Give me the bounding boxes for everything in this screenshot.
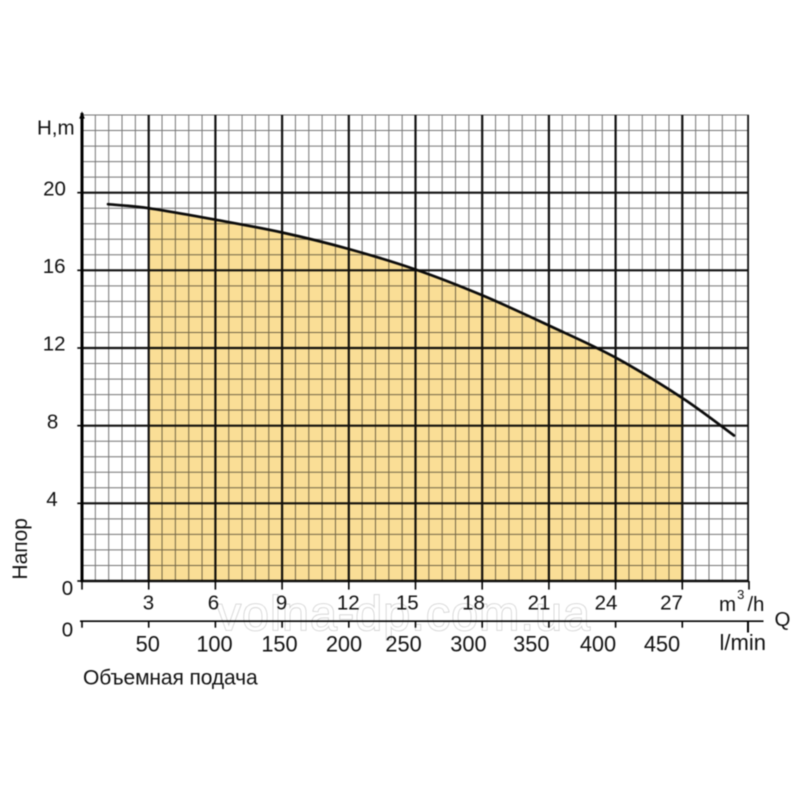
svg-text:l/min: l/min [720, 630, 766, 655]
svg-text:450: 450 [644, 631, 680, 656]
svg-text:100: 100 [196, 631, 232, 656]
svg-text:6: 6 [208, 592, 219, 615]
svg-text:16: 16 [43, 255, 66, 278]
svg-text:H,m: H,m [37, 117, 75, 140]
svg-text:0: 0 [62, 577, 73, 600]
svg-text:50: 50 [136, 631, 160, 656]
svg-text:Объемная подача: Объемная подача [83, 666, 258, 689]
svg-text:12: 12 [43, 333, 66, 356]
svg-text:300: 300 [450, 631, 486, 656]
svg-text:20: 20 [43, 177, 66, 200]
svg-text:200: 200 [326, 631, 362, 656]
svg-text:8: 8 [47, 410, 58, 433]
svg-text:21: 21 [528, 592, 551, 615]
svg-text:350: 350 [513, 631, 549, 656]
svg-text:9: 9 [276, 592, 287, 615]
svg-text:volna-dp.com.ua: volna-dp.com.ua [217, 588, 591, 641]
svg-text:400: 400 [580, 631, 616, 656]
svg-text:150: 150 [261, 631, 297, 656]
svg-text:Q: Q [775, 608, 791, 631]
svg-text:15: 15 [396, 592, 419, 615]
svg-text:27: 27 [660, 592, 683, 615]
svg-text:3: 3 [143, 592, 154, 615]
svg-text:0: 0 [62, 618, 73, 641]
svg-text:24: 24 [595, 592, 618, 615]
svg-text:12: 12 [337, 592, 360, 615]
svg-text:250: 250 [385, 631, 421, 656]
svg-text:18: 18 [462, 592, 485, 615]
svg-text:Напор: Напор [9, 518, 32, 580]
svg-text:4: 4 [46, 488, 57, 511]
